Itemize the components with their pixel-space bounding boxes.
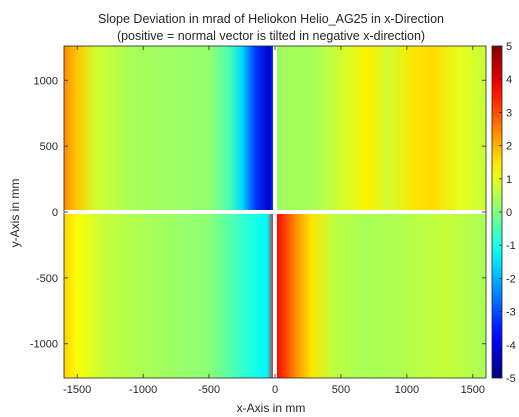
colorbar-tick-label: 5 — [506, 41, 512, 53]
y-tick-label: 500 — [40, 141, 58, 153]
y-axis-ticks: -1000 -500 0 500 1000 — [30, 75, 486, 351]
chart-subtitle: (positive = normal vector is tilted in n… — [117, 29, 425, 43]
colorbar-tick-label: 1 — [506, 174, 512, 186]
colorbar-tick-label: 3 — [506, 107, 512, 119]
x-tick-label: 1000 — [395, 384, 419, 396]
x-tick-label: -500 — [198, 384, 220, 396]
colorbar-tick-label: -4 — [506, 340, 516, 352]
y-tick-label: -1000 — [30, 339, 58, 351]
y-tick-label: 1000 — [34, 75, 58, 87]
x-axis-ticks: -1500 -1000 -500 0 500 1000 1500 — [63, 46, 485, 396]
y-tick-label: -500 — [36, 273, 58, 285]
colorbar-tick-label: -2 — [506, 273, 516, 285]
x-tick-label: -1000 — [129, 384, 157, 396]
chart-title: Slope Deviation in mrad of Heliokon Heli… — [98, 12, 444, 26]
colorbar-tick-label: -1 — [506, 240, 516, 252]
colorbar-tick-label: -3 — [506, 307, 516, 319]
y-tick-label: 0 — [52, 207, 58, 219]
colorbar-tick-label: 0 — [506, 207, 512, 219]
x-tick-label: 0 — [272, 384, 278, 396]
x-tick-label: 500 — [332, 384, 350, 396]
colorbar-tick-label: 4 — [506, 74, 512, 86]
colorbar-tick-label: -5 — [506, 373, 516, 385]
plot-area — [60, 45, 487, 379]
x-axis-label: x-Axis in mm — [237, 401, 306, 415]
x-tick-label: -1500 — [63, 384, 91, 396]
colorbar: -5 -4 -3 -2 -1 0 1 2 3 4 5 — [491, 41, 516, 385]
colorbar-tick-label: 2 — [506, 141, 512, 153]
horizontal-gap — [60, 210, 486, 214]
y-axis-label: y-Axis in mm — [8, 179, 22, 248]
x-tick-label: 1500 — [461, 384, 485, 396]
